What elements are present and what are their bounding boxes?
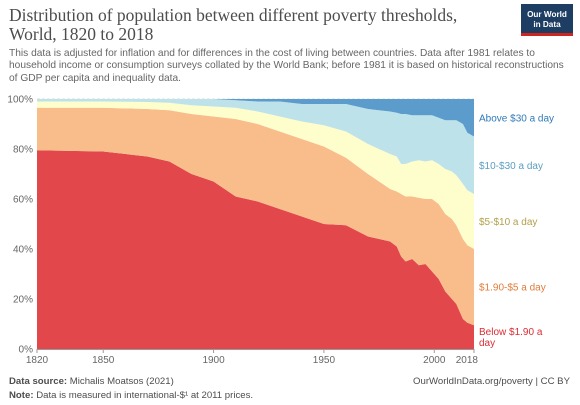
owid-logo[interactable]: Our World in Data (521, 4, 573, 36)
note-text: Data is measured in international-$¹ at … (36, 390, 254, 401)
area-5-10-a-day[interactable] (37, 101, 474, 250)
y-tick-label: 20% (13, 295, 33, 306)
source-label: Data source: (9, 376, 68, 387)
area-layers (37, 99, 474, 349)
series-label-5-10-a-day: $5-$10 a day (479, 217, 537, 228)
series-label-10-30-a-day: $10-$30 a day (479, 161, 543, 172)
data-note: Note: Data is measured in international-… (9, 390, 253, 401)
series-label-below-1-90-a-day: day (479, 338, 495, 349)
source-text[interactable]: Michalis Moatsos (2021) (69, 376, 174, 387)
note-label: Note: (9, 390, 34, 401)
logo-line-1: Our World (527, 10, 567, 19)
series-label-below-1-90-a-day: Below $1.90 a (479, 327, 543, 338)
axes: 0% 20% 40% 60% 80% 100% 1820 1850 1900 1950 2000 20… (7, 95, 478, 367)
area-above-30-a-day[interactable] (37, 99, 474, 137)
x-tick-label: 1950 (313, 355, 336, 366)
area-below-1-90-a-day[interactable] (37, 150, 474, 349)
y-tick-label: 0% (19, 345, 34, 356)
x-tick-label: 1900 (202, 355, 225, 366)
source-link[interactable]: OurWorldInData.org/poverty | CC BY (413, 376, 570, 387)
chart-title: Distribution of population between diffe… (9, 5, 458, 44)
y-tick-label: 80% (13, 145, 33, 156)
area-1-90-5-a-day[interactable] (37, 107, 474, 326)
series-label-1-90-5-a-day: $1.90-$5 a day (479, 283, 546, 294)
data-source: Data source: Michalis Moatsos (2021) (9, 376, 174, 387)
logo-line-2: in Data (533, 19, 561, 29)
x-tick-label: 2000 (423, 355, 446, 366)
series-label-above-30-a-day: Above $30 a day (479, 113, 554, 124)
x-tick-label: 1850 (92, 355, 115, 366)
chart-subtitle: This data is adjusted for inflation and … (9, 48, 564, 84)
y-tick-label: 60% (13, 195, 33, 206)
x-tick-label: 2018 (456, 355, 479, 366)
area-10-30-a-day[interactable] (37, 99, 474, 194)
y-tick-label: 100% (7, 95, 33, 106)
y-tick-label: 40% (13, 245, 33, 256)
x-tick-label: 1820 (26, 355, 49, 366)
